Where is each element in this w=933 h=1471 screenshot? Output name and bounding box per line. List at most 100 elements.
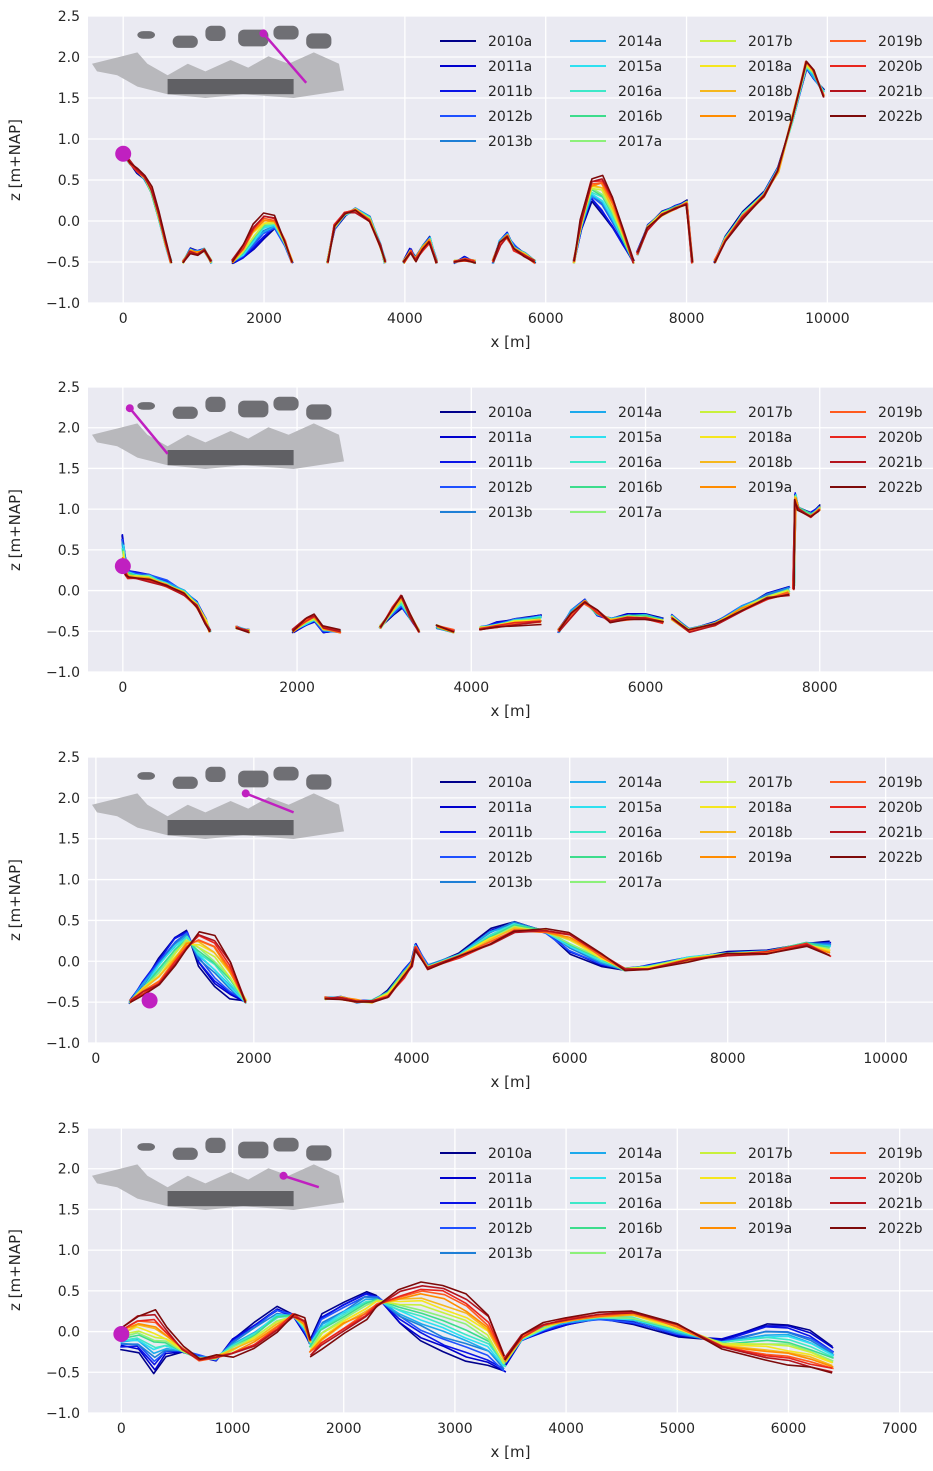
legend-label: 2019a — [748, 1221, 792, 1237]
inset-map — [92, 25, 344, 98]
legend-label: 2021b — [878, 455, 923, 471]
x-tick-label: 4000 — [453, 680, 489, 696]
inset-shoal — [167, 1191, 294, 1207]
legend-label: 2012b — [488, 109, 533, 125]
legend-label: 2014a — [618, 34, 662, 50]
series-lines — [120, 1281, 835, 1375]
legend-label: 2011a — [488, 1171, 532, 1187]
legend-label: 2018a — [748, 1171, 792, 1187]
x-tick-label: 10000 — [805, 311, 850, 327]
y-tick-label: 1.0 — [58, 873, 80, 889]
legend-label: 2019a — [748, 850, 792, 866]
legend-label: 2016b — [618, 109, 663, 125]
legend-label: 2011b — [488, 825, 533, 841]
y-tick-label: −0.5 — [46, 995, 80, 1011]
legend-label: 2020b — [878, 59, 923, 75]
y-tick-label: 2.0 — [58, 1162, 80, 1178]
legend: 2010a 2011a 2011b 2012b 2013b 2014a 2015a 2016a… — [440, 405, 923, 521]
legend: 2010a 2011a 2011b 2012b 2013b 2014a 2015a 2016a… — [440, 34, 923, 150]
legend-label: 2017b — [748, 405, 793, 421]
legend-label: 2017a — [618, 1246, 662, 1262]
inset-island — [306, 404, 332, 420]
inset-island — [273, 1137, 299, 1152]
y-tick-label: −1.0 — [46, 665, 80, 681]
x-tick-label: 8000 — [802, 680, 838, 696]
y-tick-label: 0.5 — [58, 1284, 80, 1300]
legend-label: 2017b — [748, 775, 793, 791]
x-axis-label: x [m] — [491, 333, 531, 351]
legend-label: 2013b — [488, 505, 533, 521]
y-axis-label: z [m+NAP] — [6, 859, 24, 941]
y-tick-label: 0.0 — [58, 1325, 80, 1341]
inset-island — [172, 406, 198, 419]
y-tick-label: 0.0 — [58, 584, 80, 600]
legend-label: 2022b — [878, 1221, 923, 1237]
y-tick-label: 0.0 — [58, 214, 80, 230]
legend-label: 2019b — [878, 34, 923, 50]
x-axis-label: x [m] — [491, 702, 531, 720]
inset-island — [205, 1137, 226, 1153]
inset-island — [238, 1141, 269, 1159]
legend-label: 2019b — [878, 775, 923, 791]
legend-label: 2019a — [748, 109, 792, 125]
x-tick-label: 2000 — [326, 1421, 362, 1437]
y-tick-label: 1.5 — [58, 91, 80, 107]
x-tick-label: 6000 — [771, 1421, 807, 1437]
x-tick-label: 4000 — [548, 1421, 584, 1437]
x-tick-label: 6000 — [552, 1051, 588, 1067]
x-tick-label: 4000 — [394, 1051, 430, 1067]
legend-label: 2017a — [618, 134, 662, 150]
legend-label: 2010a — [488, 34, 532, 50]
inset-island — [238, 770, 269, 788]
legend-label: 2016b — [618, 1221, 663, 1237]
x-tick-label: 2000 — [279, 680, 315, 696]
x-tick-label: 2000 — [236, 1051, 272, 1067]
inset-island — [137, 402, 155, 410]
inset-shoal — [167, 79, 294, 95]
legend-label: 2016a — [618, 455, 662, 471]
legend-label: 2011b — [488, 455, 533, 471]
legend-label: 2021b — [878, 84, 923, 100]
series-lines — [121, 60, 826, 265]
legend-label: 2011b — [488, 1196, 533, 1212]
inset-island — [172, 35, 198, 48]
inset-island — [205, 25, 226, 41]
y-tick-label: 0.5 — [58, 913, 80, 929]
legend-label: 2019b — [878, 1146, 923, 1162]
y-tick-label: −0.5 — [46, 624, 80, 640]
legend: 2010a 2011a 2011b 2012b 2013b 2014a 2015a 2016a… — [440, 1146, 923, 1262]
x-tick-label: 6000 — [628, 680, 664, 696]
legend-label: 2014a — [618, 1146, 662, 1162]
inset-island — [238, 400, 269, 418]
legend-label: 2017b — [748, 1146, 793, 1162]
y-tick-label: 2.5 — [58, 1121, 80, 1137]
inset-transect-line — [283, 1174, 320, 1189]
x-tick-label: 2000 — [246, 311, 282, 327]
y-tick-label: 2.0 — [58, 50, 80, 66]
legend-label: 2018a — [748, 800, 792, 816]
series-lines — [121, 492, 821, 634]
location-marker — [115, 145, 132, 162]
inset-map — [92, 1137, 344, 1210]
legend-label: 2012b — [488, 480, 533, 496]
y-tick-label: −0.5 — [46, 1365, 80, 1381]
legend-label: 2021b — [878, 825, 923, 841]
inset-transect-line — [128, 407, 169, 455]
legend-label: 2011a — [488, 59, 532, 75]
x-tick-label: 1000 — [215, 1421, 251, 1437]
y-tick-label: −1.0 — [46, 1036, 80, 1052]
legend-label: 2016b — [618, 850, 663, 866]
y-tick-label: 1.5 — [58, 1202, 80, 1218]
x-tick-label: 8000 — [710, 1051, 746, 1067]
legend-label: 2013b — [488, 1246, 533, 1262]
legend-label: 2015a — [618, 800, 662, 816]
legend-label: 2019a — [748, 480, 792, 496]
y-tick-label: 2.0 — [58, 791, 80, 807]
inset-map — [92, 766, 344, 839]
inset-island — [137, 772, 155, 780]
legend-label: 2011a — [488, 430, 532, 446]
inset-island — [273, 766, 299, 781]
inset-transect-start — [125, 404, 134, 413]
inset-island — [172, 1147, 198, 1160]
